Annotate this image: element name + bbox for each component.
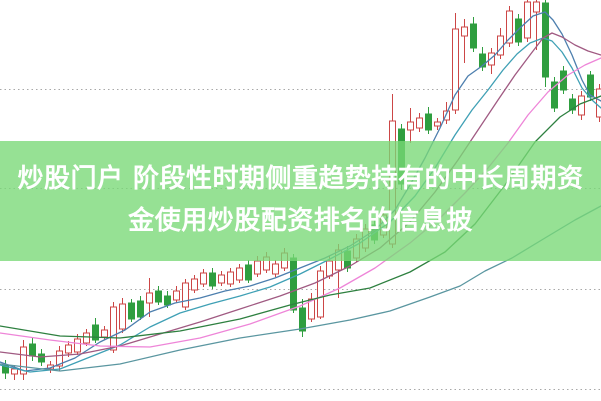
- banner-title-line2: 金使用炒股配资排名的信息披: [128, 206, 473, 236]
- banner-title-line1: 炒股门户 阶段性时期侧重趋势持有的中长周期资: [17, 164, 584, 194]
- overlay-banner: 炒股门户 阶段性时期侧重趋势持有的中长周期资 金使用炒股配资排名的信息披: [0, 141, 601, 261]
